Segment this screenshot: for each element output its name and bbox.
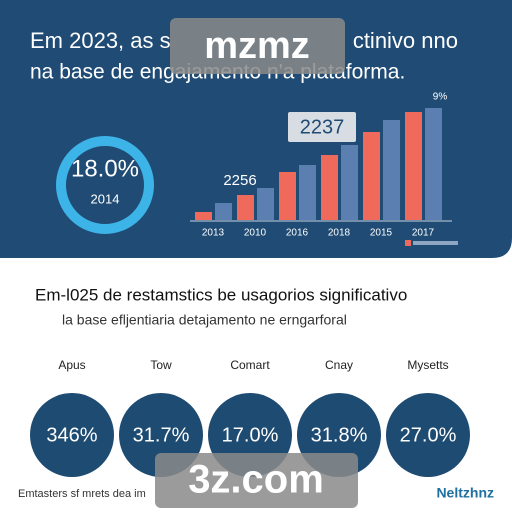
x-tick-label: 2016	[286, 228, 309, 239]
bar	[383, 120, 400, 220]
x-tick-label: 2017	[412, 228, 435, 239]
watermark: mzmz	[204, 25, 310, 67]
stat-value: 27.0%	[400, 424, 457, 446]
annotation: 9%	[433, 92, 448, 103]
stat-label: Tow	[150, 358, 172, 372]
stat-value: 31.8%	[311, 424, 368, 446]
x-tick-label: 2018	[328, 228, 351, 239]
stat-value: 31.7%	[133, 424, 190, 446]
section-subtitle: la base efljentiaria detajamento ne erng…	[62, 312, 347, 328]
legend-swatch	[405, 240, 411, 246]
bar	[321, 155, 338, 220]
footer-right: Neltzhnz	[436, 485, 494, 501]
bar	[425, 108, 442, 220]
bar	[237, 195, 254, 220]
x-tick-label: 2010	[244, 228, 267, 239]
title-right: ctinivo nno	[353, 28, 458, 53]
stat-circle	[30, 393, 114, 477]
annotation: 2237	[300, 116, 345, 138]
x-tick-label: 2013	[202, 228, 225, 239]
annotation: 2256	[223, 172, 256, 189]
legend-text	[413, 241, 458, 245]
x-tick-label: 2015	[370, 228, 393, 239]
bar	[195, 212, 212, 220]
bar	[341, 145, 358, 220]
stats: Apus 346% Tow 31.7% Comart 17.0% Cnay 31.8% Myse…	[30, 358, 470, 477]
annotation-box	[288, 112, 356, 142]
footer-left: Emtasters sf mrets dea im	[18, 488, 146, 500]
bar	[215, 203, 232, 220]
bar	[299, 165, 316, 220]
highlight-year: 2014	[91, 191, 120, 206]
highlight-value: 18.0%	[71, 155, 139, 182]
watermark-box	[155, 453, 358, 508]
bar	[257, 188, 274, 220]
title-left: Em 2023, as s	[30, 28, 171, 53]
stat-label: Apus	[58, 358, 85, 372]
stat-circle	[386, 393, 470, 477]
bar	[279, 172, 296, 220]
stat-value: 17.0%	[222, 424, 279, 446]
bar	[363, 132, 380, 220]
watermark: 3z.com	[188, 458, 324, 502]
stat-value: 346%	[46, 424, 97, 446]
watermark-box	[170, 18, 345, 74]
stat-label: Mysetts	[407, 358, 448, 372]
section-title: Em-l025 de restamstics be usagorios sign…	[35, 285, 407, 304]
bar	[405, 112, 422, 220]
highlight-ring	[56, 136, 154, 234]
stat-label: Cnay	[325, 358, 353, 372]
stat-label: Comart	[230, 358, 270, 372]
